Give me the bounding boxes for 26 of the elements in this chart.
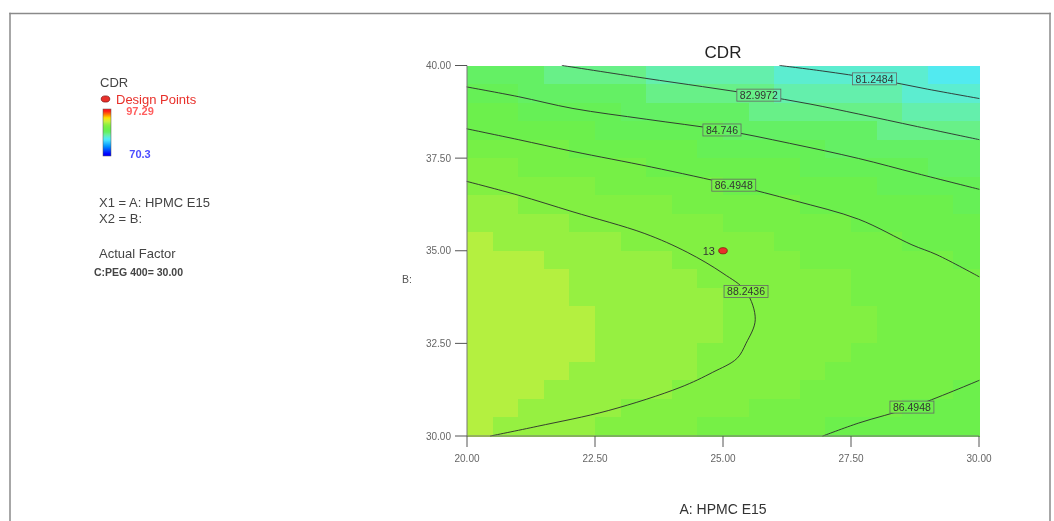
annotation: 86.4948	[892, 400, 932, 413]
x-tick-label: 27.50	[838, 453, 864, 464]
legend-label: Design Points	[116, 91, 197, 107]
annotation: 88.2436	[727, 285, 766, 298]
text: X2 = B:	[99, 210, 142, 226]
text: C:PEG 400= 30.00	[94, 266, 184, 278]
y-tick-label: 32.50	[425, 337, 452, 349]
x-axis-title: A: HPMC E15	[679, 501, 767, 517]
y-tick-label: 40.00	[425, 60, 452, 71]
x-tick-label: 22.50	[582, 453, 608, 464]
x-tick-label: 20.00	[454, 453, 480, 464]
text: Actual Factor	[99, 245, 177, 261]
y-tick-label: 37.50	[425, 152, 452, 164]
y-axis-title: B:	[402, 273, 412, 285]
legend-title: CDR	[100, 74, 129, 90]
annotation: 13	[702, 244, 715, 257]
chart-title: CDR	[704, 43, 742, 62]
text: X1 = A: HPMC E15	[99, 194, 210, 210]
annotation: 81.2484	[855, 72, 894, 85]
annotation: 86.4948	[714, 178, 753, 191]
x-tick-label: 30.00	[966, 453, 992, 464]
annotation: 82.9972	[739, 88, 778, 101]
x-tick-label: 25.00	[710, 453, 736, 464]
y-tick-label: 35.00	[425, 245, 452, 257]
y-tick-label: 30.00	[425, 430, 452, 442]
color-bar-label: 70.3	[129, 147, 151, 160]
